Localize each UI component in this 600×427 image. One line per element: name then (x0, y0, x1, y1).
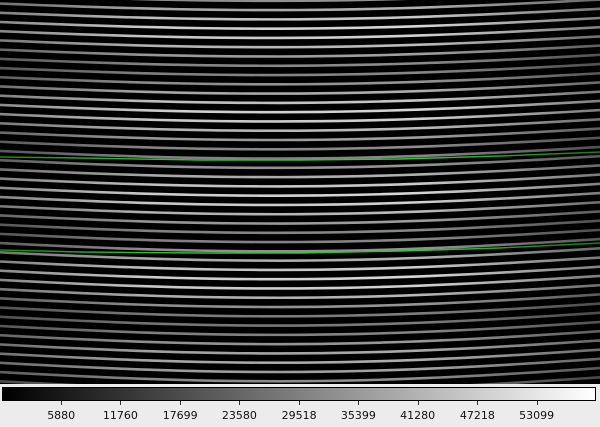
fringe-image (0, 0, 600, 384)
colorbar-tick-mark (417, 401, 419, 405)
colorbar-tick-label: 17699 (162, 409, 198, 422)
colorbar-tick-mark (239, 401, 241, 405)
colorbar-tick-mark (536, 401, 538, 405)
colorbar-tick-mark (120, 401, 122, 405)
colorbar-tick-mark (299, 401, 301, 405)
image-canvas[interactable] (0, 0, 600, 384)
colorbar-tick-label: 53099 (519, 409, 555, 422)
colorbar-tick-label: 11760 (102, 409, 138, 422)
colorbar-panel: 5880 11760 17699 23580 29518 35399 41280 47218 5… (0, 384, 600, 427)
colorbar-tick-label: 47218 (459, 409, 495, 422)
colorbar-tick-label: 35399 (340, 409, 376, 422)
colorbar-tick-label: 41280 (400, 409, 436, 422)
colorbar-tick-label: 5880 (47, 409, 76, 422)
colorbar-tick-label: 29518 (281, 409, 317, 422)
colorbar-tick-mark (477, 401, 479, 405)
colorbar-tick-label: 23580 (221, 409, 257, 422)
colorbar-tick-mark (358, 401, 360, 405)
colorbar-tick-mark (61, 401, 63, 405)
bottom-fade (0, 0, 600, 384)
colorbar-tick-mark (180, 401, 182, 405)
colorbar-gradient (2, 387, 596, 401)
